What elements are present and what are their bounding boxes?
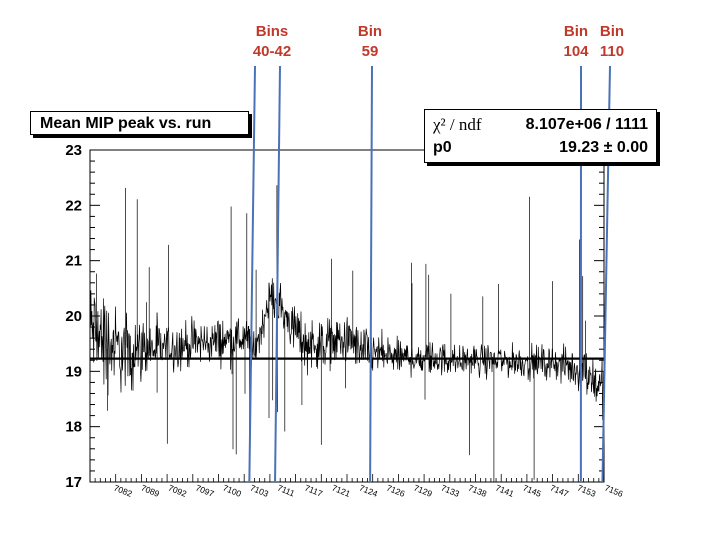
marker-line xyxy=(274,65,281,483)
p0-label: p0 xyxy=(433,139,452,156)
p0-row: p0 19.23 ± 0.00 xyxy=(433,136,648,160)
y-tick-label: 20 xyxy=(65,308,82,325)
x-tick-label: 7153 xyxy=(576,483,598,499)
marker-line xyxy=(369,65,373,483)
x-tick-label: 7138 xyxy=(467,483,489,499)
x-tick-label: 7147 xyxy=(549,483,571,499)
x-tick-label: 7141 xyxy=(494,483,516,499)
annotation-line1: Bins xyxy=(255,23,289,40)
x-tick-label: 7129 xyxy=(412,483,434,499)
x-tick-label: 7126 xyxy=(385,483,407,499)
x-tick-label: 7145 xyxy=(521,483,543,499)
x-tick-label: 7092 xyxy=(167,483,189,499)
annotation-line1: Bin xyxy=(357,23,383,40)
annotation-line2: 40-42 xyxy=(252,43,292,60)
x-tick-label: 7121 xyxy=(331,483,353,499)
y-tick-label: 17 xyxy=(65,474,82,491)
p0-value: 19.23 ± 0.00 xyxy=(559,139,648,156)
x-tick-label: 7100 xyxy=(221,483,243,499)
marker-line xyxy=(248,65,256,483)
annotation-bin-110: Bin 110 xyxy=(596,22,628,62)
x-tick-label: 7111 xyxy=(276,483,296,499)
y-tick-label: 18 xyxy=(65,419,82,436)
data-line xyxy=(89,278,605,421)
chart-title: Mean MIP peak vs. run xyxy=(30,111,249,135)
annotation-bin-59: Bin 59 xyxy=(355,22,385,62)
annotation-line1: Bin xyxy=(563,23,589,40)
x-tick-label: 7082 xyxy=(112,483,134,499)
x-tick-label: 7103 xyxy=(249,483,271,499)
fit-stats-box: χ² / ndf 8.107e+06 / 1111 p0 19.23 ± 0.0… xyxy=(424,109,657,163)
x-tick-label: 7124 xyxy=(358,483,380,499)
annotation-line1: Bin xyxy=(599,23,625,40)
x-tick-label: 7089 xyxy=(140,483,162,499)
annotation-bin-104: Bin 104 xyxy=(560,22,592,62)
annotation-line2: 104 xyxy=(563,43,589,60)
x-tick-label: 7133 xyxy=(440,483,462,499)
annotation-bins-40-42: Bins 40-42 xyxy=(250,22,294,62)
data-series xyxy=(89,185,605,482)
x-tick-label: 7097 xyxy=(194,483,216,499)
y-tick-label: 19 xyxy=(65,363,82,380)
chi2-row: χ² / ndf 8.107e+06 / 1111 xyxy=(433,113,648,137)
x-tick-label: 7156 xyxy=(603,483,625,499)
data-spikes xyxy=(96,185,586,482)
y-tick-label: 22 xyxy=(65,197,82,214)
annotation-line2: 59 xyxy=(361,43,379,60)
y-tick-label: 21 xyxy=(65,253,82,270)
chi2-value: 8.107e+06 / 1111 xyxy=(525,116,648,133)
x-tick-label: 7117 xyxy=(303,483,324,499)
annotation-line2: 110 xyxy=(599,43,625,60)
x-axis: 7082 7089 7092 7097 7100 7103 7111 7117 7121 7124… xyxy=(89,474,625,499)
y-axis: 17 18 19 20 21 22 23 xyxy=(65,142,604,491)
chi2-label: χ² / ndf xyxy=(433,115,482,134)
y-tick-label: 23 xyxy=(65,142,82,159)
